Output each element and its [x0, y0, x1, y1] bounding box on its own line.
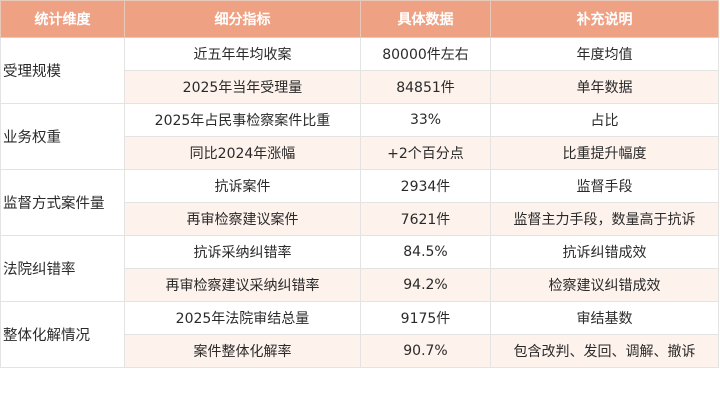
- header-dimension: 统计维度: [0, 0, 125, 38]
- table-row: 案件整体化解率 90.7% 包含改判、发回、调解、撤诉: [1, 334, 719, 368]
- value-cell: 33%: [360, 103, 491, 137]
- indicator-cell: 案件整体化解率: [124, 334, 361, 368]
- indicator-cell: 2025年占民事检察案件比重: [124, 103, 361, 137]
- header-value: 具体数据: [360, 0, 491, 38]
- note-cell: 监督手段: [490, 169, 719, 203]
- table-row: 整体化解情况 2025年法院审结总量 9175件 审结基数: [0, 301, 719, 368]
- indicator-cell: 抗诉采纳纠错率: [124, 235, 361, 269]
- dimension-cell: 业务权重: [0, 103, 125, 170]
- indicator-cell: 再审检察建议案件: [124, 202, 361, 236]
- header-row: 统计维度 细分指标 具体数据 补充说明: [0, 0, 719, 38]
- dimension-cell: 整体化解情况: [0, 301, 125, 368]
- note-cell: 年度均值: [490, 37, 719, 71]
- indicator-cell: 2025年当年受理量: [124, 70, 361, 104]
- value-cell: 2934件: [360, 169, 491, 203]
- note-cell: 检察建议纠错成效: [490, 268, 719, 302]
- note-cell: 审结基数: [490, 301, 719, 335]
- value-cell: 7621件: [360, 202, 491, 236]
- header-indicator: 细分指标: [124, 0, 361, 38]
- indicator-cell: 抗诉案件: [124, 169, 361, 203]
- value-cell: 84.5%: [360, 235, 491, 269]
- value-cell: 90.7%: [360, 334, 491, 368]
- indicator-cell: 再审检察建议采纳纠错率: [124, 268, 361, 302]
- note-cell: 包含改判、发回、调解、撤诉: [490, 334, 719, 368]
- value-cell: +2个百分点: [360, 136, 491, 170]
- dimension-cell: 法院纠错率: [0, 235, 125, 302]
- table-row: 同比2024年涨幅 +2个百分点 比重提升幅度: [1, 136, 719, 170]
- value-cell: 9175件: [360, 301, 491, 335]
- table-row: 业务权重 2025年占民事检察案件比重 33% 占比: [0, 103, 719, 170]
- table-row: 受理规模 近五年年均收案 80000件左右 年度均值: [0, 37, 719, 104]
- indicator-cell: 近五年年均收案: [124, 37, 361, 71]
- indicator-cell: 同比2024年涨幅: [124, 136, 361, 170]
- table-row: 法院纠错率 抗诉采纳纠错率 84.5% 抗诉纠错成效: [0, 235, 719, 302]
- value-cell: 80000件左右: [360, 37, 491, 71]
- table-row: 再审检察建议采纳纠错率 94.2% 检察建议纠错成效: [1, 268, 719, 302]
- dimension-cell: 受理规模: [0, 37, 125, 104]
- note-cell: 占比: [490, 103, 719, 137]
- header-note: 补充说明: [490, 0, 719, 38]
- statistics-table: 统计维度 细分指标 具体数据 补充说明 受理规模 近五年年均收案 80000件左…: [0, 0, 719, 368]
- note-cell: 比重提升幅度: [490, 136, 719, 170]
- indicator-cell: 2025年法院审结总量: [124, 301, 361, 335]
- note-cell: 抗诉纠错成效: [490, 235, 719, 269]
- note-cell: 监督主力手段，数量高于抗诉: [490, 202, 719, 236]
- value-cell: 84851件: [360, 70, 491, 104]
- table-row: 2025年当年受理量 84851件 单年数据: [1, 70, 719, 104]
- table-row: 再审检察建议案件 7621件 监督主力手段，数量高于抗诉: [1, 202, 719, 236]
- value-cell: 94.2%: [360, 268, 491, 302]
- dimension-cell: 监督方式案件量: [0, 169, 125, 236]
- table-row: 监督方式案件量 抗诉案件 2934件 监督手段: [0, 169, 719, 236]
- note-cell: 单年数据: [490, 70, 719, 104]
